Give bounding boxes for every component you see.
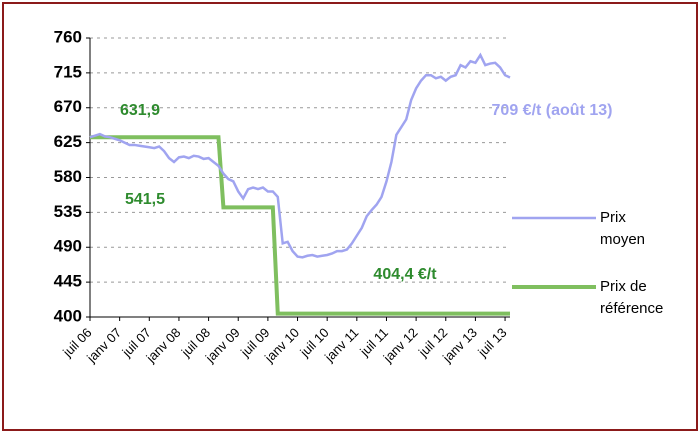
- y-tick-label: 490: [54, 237, 82, 256]
- y-tick-label: 580: [54, 167, 82, 186]
- annotation: 404,4 €/t: [373, 266, 437, 283]
- y-tick-label: 445: [54, 272, 82, 291]
- series-line: [90, 135, 510, 316]
- series-line: [89, 52, 511, 259]
- x-tick-label: juil 13: [474, 325, 509, 360]
- legend-label: Prix de référence: [600, 278, 664, 317]
- y-tick-label: 670: [54, 97, 82, 116]
- y-tick-label: 535: [54, 202, 82, 221]
- annotation: 541,5: [125, 191, 165, 208]
- legend-label: Prix moyen: [600, 209, 646, 248]
- annotation: 709 €/t (août 13): [492, 102, 613, 119]
- annotation: 631,9: [120, 102, 160, 119]
- y-tick-label: 400: [54, 306, 82, 325]
- y-tick-label: 715: [54, 62, 82, 81]
- y-tick-label: 760: [54, 27, 82, 46]
- y-tick-label: 625: [54, 132, 82, 151]
